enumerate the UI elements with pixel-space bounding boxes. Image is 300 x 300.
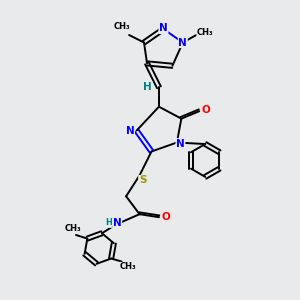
Text: N: N [176, 139, 185, 149]
Text: CH₃: CH₃ [197, 28, 214, 37]
Text: H: H [143, 82, 152, 92]
Text: H: H [105, 218, 112, 227]
Text: N: N [126, 126, 134, 136]
Text: CH₃: CH₃ [113, 22, 130, 31]
Text: N: N [113, 218, 122, 228]
Text: O: O [202, 105, 210, 115]
Text: CH₃: CH₃ [119, 262, 136, 272]
Text: CH₃: CH₃ [65, 224, 81, 233]
Text: O: O [161, 212, 170, 222]
Text: N: N [159, 23, 168, 34]
Text: S: S [139, 176, 146, 185]
Text: N: N [178, 38, 187, 47]
